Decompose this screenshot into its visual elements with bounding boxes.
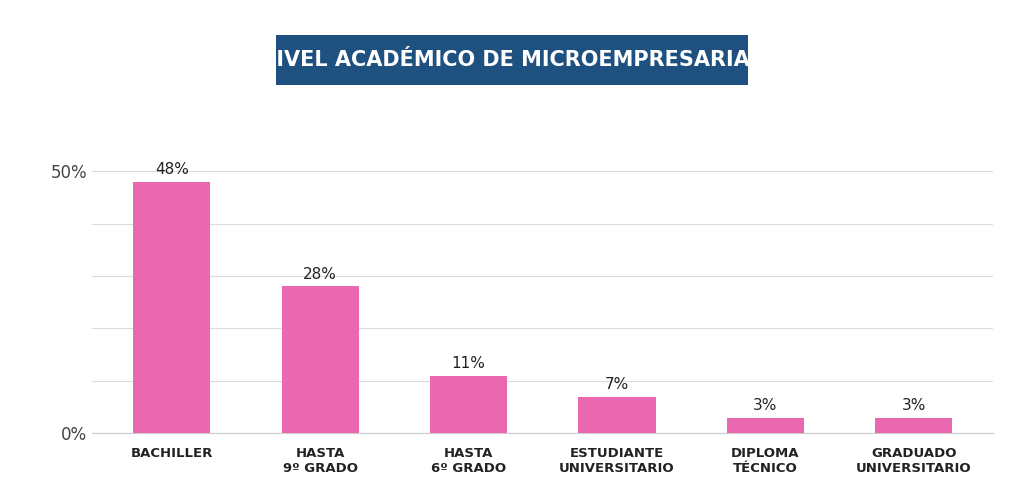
Bar bbox=[282, 286, 358, 433]
Bar bbox=[727, 417, 804, 433]
Text: 48%: 48% bbox=[155, 162, 188, 177]
Text: 28%: 28% bbox=[303, 267, 337, 282]
Bar bbox=[876, 417, 952, 433]
Bar bbox=[579, 396, 655, 433]
Text: 3%: 3% bbox=[901, 398, 926, 413]
Text: 11%: 11% bbox=[452, 357, 485, 372]
Text: 3%: 3% bbox=[753, 398, 777, 413]
Bar bbox=[430, 375, 507, 433]
Text: 7%: 7% bbox=[605, 377, 629, 392]
Bar bbox=[133, 182, 210, 433]
Text: NIVEL ACADÉMICO DE MICROEMPRESARIAS: NIVEL ACADÉMICO DE MICROEMPRESARIAS bbox=[259, 50, 765, 70]
